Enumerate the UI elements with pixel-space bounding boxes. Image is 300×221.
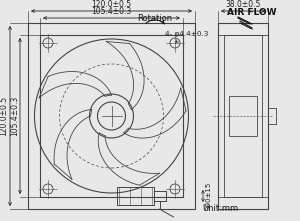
Bar bbox=[224, 35, 262, 197]
Bar bbox=[218, 23, 268, 35]
Text: AIR FLOW: AIR FLOW bbox=[227, 8, 277, 17]
Text: 38.0±0.5: 38.0±0.5 bbox=[225, 0, 261, 9]
Bar bbox=[218, 197, 268, 209]
Text: Rotation: Rotation bbox=[137, 14, 172, 23]
Text: 300±15: 300±15 bbox=[205, 182, 211, 210]
Text: 120.0±0.5: 120.0±0.5 bbox=[0, 96, 8, 136]
Text: 4- φ4.4±0.3: 4- φ4.4±0.3 bbox=[165, 31, 208, 42]
Text: 120.0±0.5: 120.0±0.5 bbox=[92, 0, 132, 9]
Text: 105.4±0.3: 105.4±0.3 bbox=[10, 96, 19, 136]
Bar bbox=[229, 95, 257, 136]
Bar bbox=[40, 35, 183, 197]
Bar bbox=[116, 187, 154, 205]
Text: 105.4±0.3: 105.4±0.3 bbox=[92, 8, 132, 17]
Bar bbox=[28, 23, 195, 209]
Text: Unit:mm: Unit:mm bbox=[202, 204, 238, 213]
Bar bbox=[218, 23, 268, 209]
